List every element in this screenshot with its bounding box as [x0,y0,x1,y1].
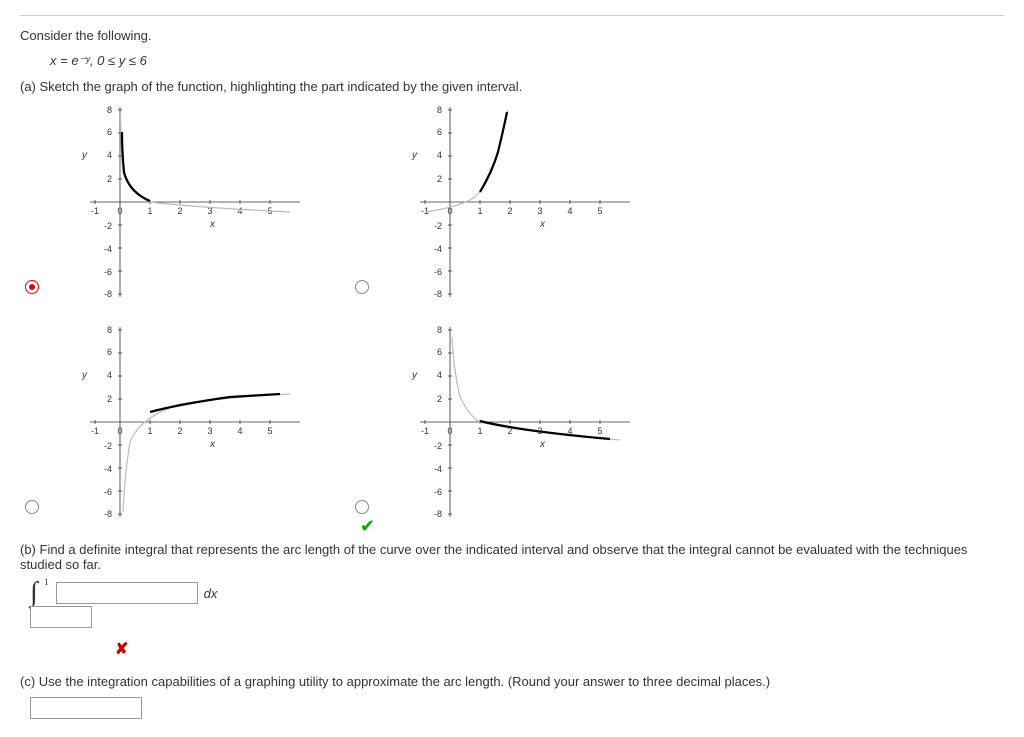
svg-text:2: 2 [437,394,442,404]
svg-text:-6: -6 [434,487,442,497]
svg-text:8: 8 [437,325,442,335]
svg-text:-2: -2 [104,221,112,231]
intro-text: Consider the following. [20,28,1004,43]
svg-text:-4: -4 [434,244,442,254]
part-a-label: (a) Sketch the graph of the function, hi… [20,79,1004,94]
graph-2-svg: -1012345 8642-2-4-6-8 x y [390,102,640,302]
svg-text:1: 1 [147,206,152,216]
svg-text:-6: -6 [434,267,442,277]
svg-text:4: 4 [437,150,442,160]
svg-text:0: 0 [117,206,122,216]
graph-option-1: -1012345 8642-2-4-6-8 x y [60,102,360,302]
svg-text:3: 3 [537,206,542,216]
svg-text:2: 2 [107,394,112,404]
svg-text:5: 5 [597,426,602,436]
svg-text:-4: -4 [434,464,442,474]
radio-3[interactable] [25,500,39,517]
integral-symbol: ∫1 [30,577,38,609]
dx-label: dx [204,586,218,601]
svg-text:8: 8 [107,325,112,335]
svg-text:-8: -8 [434,289,442,299]
svg-text:5: 5 [267,426,272,436]
svg-text:-2: -2 [104,441,112,451]
svg-text:-8: -8 [434,509,442,519]
part-c-label: (c) Use the integration capabilities of … [20,674,1004,689]
svg-text:y: y [81,150,88,161]
radio-selected-icon [25,280,39,294]
svg-text:4: 4 [237,206,242,216]
svg-text:y: y [81,370,88,381]
radio-icon [355,280,369,294]
radio-4[interactable] [355,500,369,517]
svg-text:y: y [411,150,418,161]
graph-3-svg: -1 0 1 2 3 4 5 8 6 4 2 -2 -4 -6 -8 x y [60,322,310,522]
svg-text:2: 2 [177,206,182,216]
svg-text:2: 2 [177,426,182,436]
svg-text:1: 1 [477,426,482,436]
svg-text:x: x [209,219,216,230]
svg-text:3: 3 [207,426,212,436]
svg-text:2: 2 [107,174,112,184]
svg-text:-6: -6 [104,487,112,497]
graphs-grid: -1 0 1 2 3 4 5 8 6 4 2 -2 -4 -6 -8 x y -1 0 1 2 3 4 5 [60,102,1004,522]
svg-text:-1: -1 [91,206,99,216]
svg-text:-4: -4 [104,244,112,254]
svg-text:8: 8 [437,105,442,115]
svg-text:6: 6 [107,127,112,137]
svg-text:y: y [411,370,418,381]
graph-option-4: ✔ -1012345 8642-2-4-6-8 x y [390,322,690,522]
radio-2[interactable] [355,280,369,297]
lower-limit-input[interactable] [30,606,92,628]
graph-1-svg: -1012345 8642-2-4-6-8 x y [60,102,310,302]
svg-text:4: 4 [567,206,572,216]
svg-text:5: 5 [597,206,602,216]
svg-text:4: 4 [437,370,442,380]
svg-text:4: 4 [237,426,242,436]
svg-text:4: 4 [107,150,112,160]
svg-text:8: 8 [107,105,112,115]
svg-text:-8: -8 [104,509,112,519]
svg-text:6: 6 [107,347,112,357]
svg-text:x: x [539,439,546,450]
svg-text:2: 2 [507,206,512,216]
svg-text:1: 1 [147,426,152,436]
svg-text:-4: -4 [104,464,112,474]
graph-option-3: -1 0 1 2 3 4 5 8 6 4 2 -2 -4 -6 -8 x y [60,322,360,522]
graph-4-svg: -1012345 8642-2-4-6-8 x y [390,322,640,522]
radio-1[interactable] [25,280,39,297]
svg-text:-2: -2 [434,221,442,231]
svg-text:x: x [539,219,546,230]
svg-text:-1: -1 [91,426,99,436]
svg-text:0: 0 [447,426,452,436]
svg-text:4: 4 [107,370,112,380]
graph-option-2: -1012345 8642-2-4-6-8 x y [390,102,690,302]
equation: x = e⁻ʸ, 0 ≤ y ≤ 6 [50,53,1004,69]
radio-icon [355,500,369,514]
svg-text:-1: -1 [421,426,429,436]
answer-input[interactable] [30,697,142,719]
svg-text:6: 6 [437,347,442,357]
part-b-label: (b) Find a definite integral that repres… [20,542,1004,572]
check-icon: ✔ [360,516,375,537]
svg-text:2: 2 [437,174,442,184]
integrand-input[interactable] [56,582,198,604]
svg-text:x: x [209,439,216,450]
svg-text:0: 0 [117,426,122,436]
svg-text:-2: -2 [434,441,442,451]
x-mark-icon: ✘ [115,639,1004,659]
svg-text:6: 6 [437,127,442,137]
svg-text:-6: -6 [104,267,112,277]
svg-text:1: 1 [477,206,482,216]
svg-text:-8: -8 [104,289,112,299]
integral-row: ∫1 dx [30,577,1004,609]
radio-icon [25,500,39,514]
